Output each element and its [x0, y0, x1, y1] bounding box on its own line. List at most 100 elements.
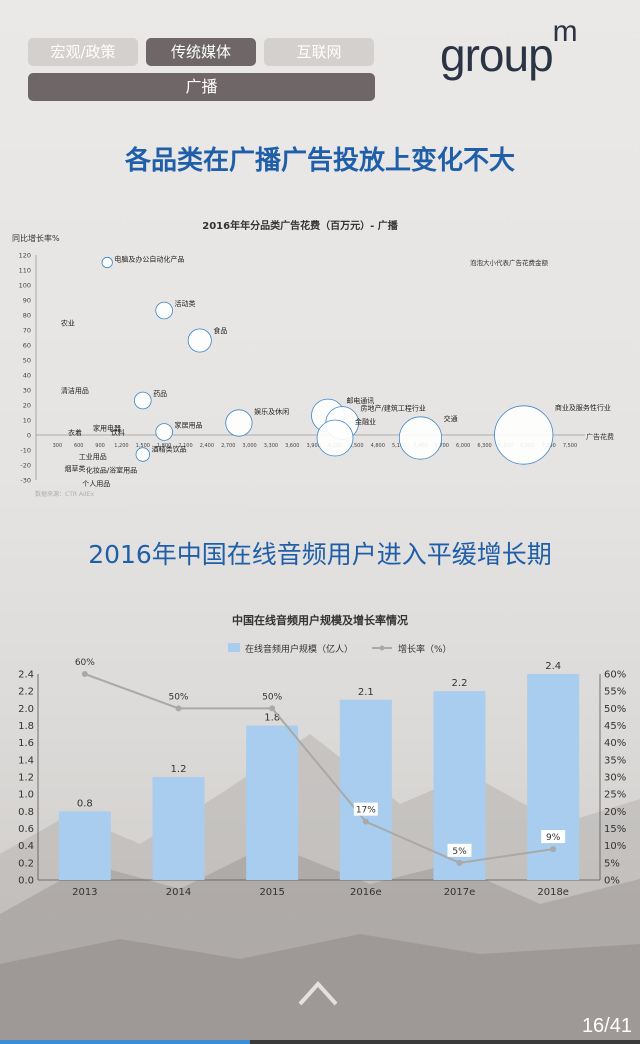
- bar: [58, 811, 111, 880]
- bubble-label: 化妆品/浴室用品: [86, 466, 137, 475]
- bubble-label: 电脑及办公自动化产品: [114, 254, 184, 263]
- bar-chart-title: 中国在线音频用户规模及增长率情况: [232, 613, 408, 627]
- growth-line: [84, 673, 554, 864]
- bubble-point: [494, 405, 554, 465]
- bubble-x-tick-label: 900: [95, 443, 105, 449]
- bubble-label: 邮电通讯: [346, 396, 374, 405]
- bar: [339, 699, 392, 880]
- bar-value-label: 1.8: [264, 713, 280, 724]
- bar-value-label: 2.1: [358, 687, 374, 698]
- growth-value-label: 17%: [356, 806, 376, 816]
- progress-track: [0, 1040, 640, 1044]
- growth-point: [269, 705, 276, 712]
- bar-y2-tick-label: 20%: [604, 807, 626, 818]
- bar-value-label: 0.8: [77, 798, 93, 809]
- bubble-y-tick-label: 20: [23, 402, 31, 410]
- bubble-label: 农业: [61, 319, 75, 328]
- bubble-x-tick-label: 300: [53, 443, 63, 449]
- bar-value-label: 2.4: [545, 661, 561, 672]
- bar-y2-tick-label: 50%: [604, 704, 626, 715]
- groupm-logo: groupm: [440, 15, 630, 90]
- bubble-x-tick-label: 7,500: [563, 443, 577, 449]
- bar-y2-tick-label: 60%: [604, 670, 626, 681]
- bubble-label: 衣着: [68, 428, 82, 437]
- bubble-x-tick-label: 1,200: [114, 443, 128, 449]
- bubble-y-tick-label: 50: [23, 357, 31, 365]
- logo-sup: m: [552, 14, 578, 48]
- bar-y-tick-label: 1.6: [18, 738, 34, 749]
- bubble-point: [398, 416, 443, 460]
- bubble-y-tick-label: 60: [23, 342, 31, 350]
- tab-traditional-media[interactable]: 传统媒体: [146, 38, 256, 66]
- bubble-y-tick-label: 90: [23, 297, 31, 305]
- bubble-point: [134, 391, 152, 410]
- bar-y2-tick-label: 30%: [604, 773, 626, 784]
- growth-value-label: 50%: [262, 692, 282, 702]
- bubble-y-tick-label: 0: [27, 432, 31, 440]
- bubble-x-tick-label: 6,300: [477, 443, 491, 449]
- bubble-x-tick-label: 2,700: [221, 443, 235, 449]
- bubble-y-tick-label: 80: [23, 312, 31, 320]
- bar-y-tick-label: 1.2: [18, 773, 34, 784]
- growth-value-label: 60%: [75, 658, 95, 668]
- bubble-y-tick-label: 10: [23, 417, 31, 425]
- bar-y-tick-label: 0.8: [18, 807, 34, 818]
- growth-point: [550, 846, 557, 853]
- bubble-point: [155, 301, 173, 320]
- bubble-point: [101, 256, 113, 269]
- bubble-chart-title: 2016年年分品类广告花费（百万元）- 广播: [202, 219, 398, 232]
- bubble-x-tick-label: 1,800: [157, 443, 171, 449]
- bar: [246, 725, 299, 880]
- bubble-x-tick-label: 3,300: [264, 443, 278, 449]
- logo-text: group: [440, 29, 554, 81]
- bubble-label: 工业用品: [79, 452, 107, 461]
- bubble-label: 清洁用品: [61, 386, 89, 395]
- bar-y-tick-label: 1.4: [18, 755, 34, 766]
- bubble-label: 交通: [444, 414, 458, 423]
- bubble-point: [155, 423, 173, 441]
- legend-line-marker: [379, 645, 385, 651]
- bubble-x-tick-label: 3,600: [285, 443, 299, 449]
- tab-broadcast[interactable]: 广播: [28, 73, 375, 101]
- growth-value-label: 5%: [452, 847, 467, 857]
- bubble-chart-xlabel: 广告花费: [586, 432, 614, 441]
- bar-value-label: 2.2: [452, 678, 468, 689]
- bubble-x-tick-label: 4,800: [371, 443, 385, 449]
- bubble-label: 家居用品: [175, 421, 203, 430]
- bubble-label: 烟草类: [64, 464, 85, 473]
- bar-y2-tick-label: 25%: [604, 790, 626, 801]
- bar-y-tick-label: 1.0: [18, 790, 34, 801]
- bubble-point: [225, 409, 253, 437]
- progress-fill: [0, 1040, 250, 1044]
- bar-value-label: 1.2: [171, 764, 187, 775]
- bubble-label: 房地产/建筑工程行业: [361, 404, 426, 413]
- growth-point: [362, 818, 369, 825]
- bar-y-tick-label: 2.0: [18, 704, 34, 715]
- tab-internet[interactable]: 互联网: [264, 38, 374, 66]
- growth-value-label: 9%: [546, 833, 561, 843]
- bar-y2-tick-label: 5%: [604, 858, 620, 869]
- bubble-point: [135, 447, 151, 462]
- tab-macro-policy[interactable]: 宏观/政策: [28, 38, 138, 66]
- bar-y2-tick-label: 45%: [604, 721, 626, 732]
- bubble-point: [316, 419, 354, 457]
- bubble-y-tick-label: -30: [20, 477, 31, 485]
- growth-label-bg: [353, 802, 378, 816]
- bar-y-tick-label: 0.4: [18, 841, 34, 852]
- bar-y-tick-label: 1.8: [18, 721, 34, 732]
- bar-x-tick-label: 2017e: [444, 887, 476, 898]
- legend-line-label: 增长率（%）: [398, 643, 452, 655]
- bubble-x-tick-label: 1,500: [136, 443, 150, 449]
- bar-x-tick-label: 2015: [259, 887, 284, 898]
- bubble-y-tick-label: -10: [20, 447, 31, 455]
- bubble-x-tick-label: 4,500: [349, 443, 363, 449]
- bubble-chart-note: 泡泡大小代表广告花费金额: [470, 258, 549, 267]
- bubble-chart: 2016年年分品类广告花费（百万元）- 广播 同比增长率% 泡泡大小代表广告花费…: [12, 219, 614, 498]
- bubble-chart-ylabel: 同比增长率%: [12, 233, 60, 243]
- audio-users-chart: 中国在线音频用户规模及增长率情况 在线音频用户规模（亿人） 增长率（%） 数据来…: [18, 613, 626, 918]
- bubble-y-tick-label: 40: [23, 372, 31, 380]
- bar-x-tick-label: 2013: [72, 887, 97, 898]
- bubble-x-tick-label: 2,100: [178, 443, 192, 449]
- bar-y2-tick-label: 35%: [604, 755, 626, 766]
- bar-y2-tick-label: 10%: [604, 841, 626, 852]
